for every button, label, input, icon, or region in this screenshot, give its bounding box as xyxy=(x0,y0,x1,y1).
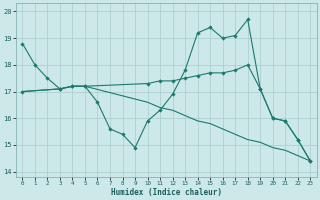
X-axis label: Humidex (Indice chaleur): Humidex (Indice chaleur) xyxy=(111,188,222,197)
